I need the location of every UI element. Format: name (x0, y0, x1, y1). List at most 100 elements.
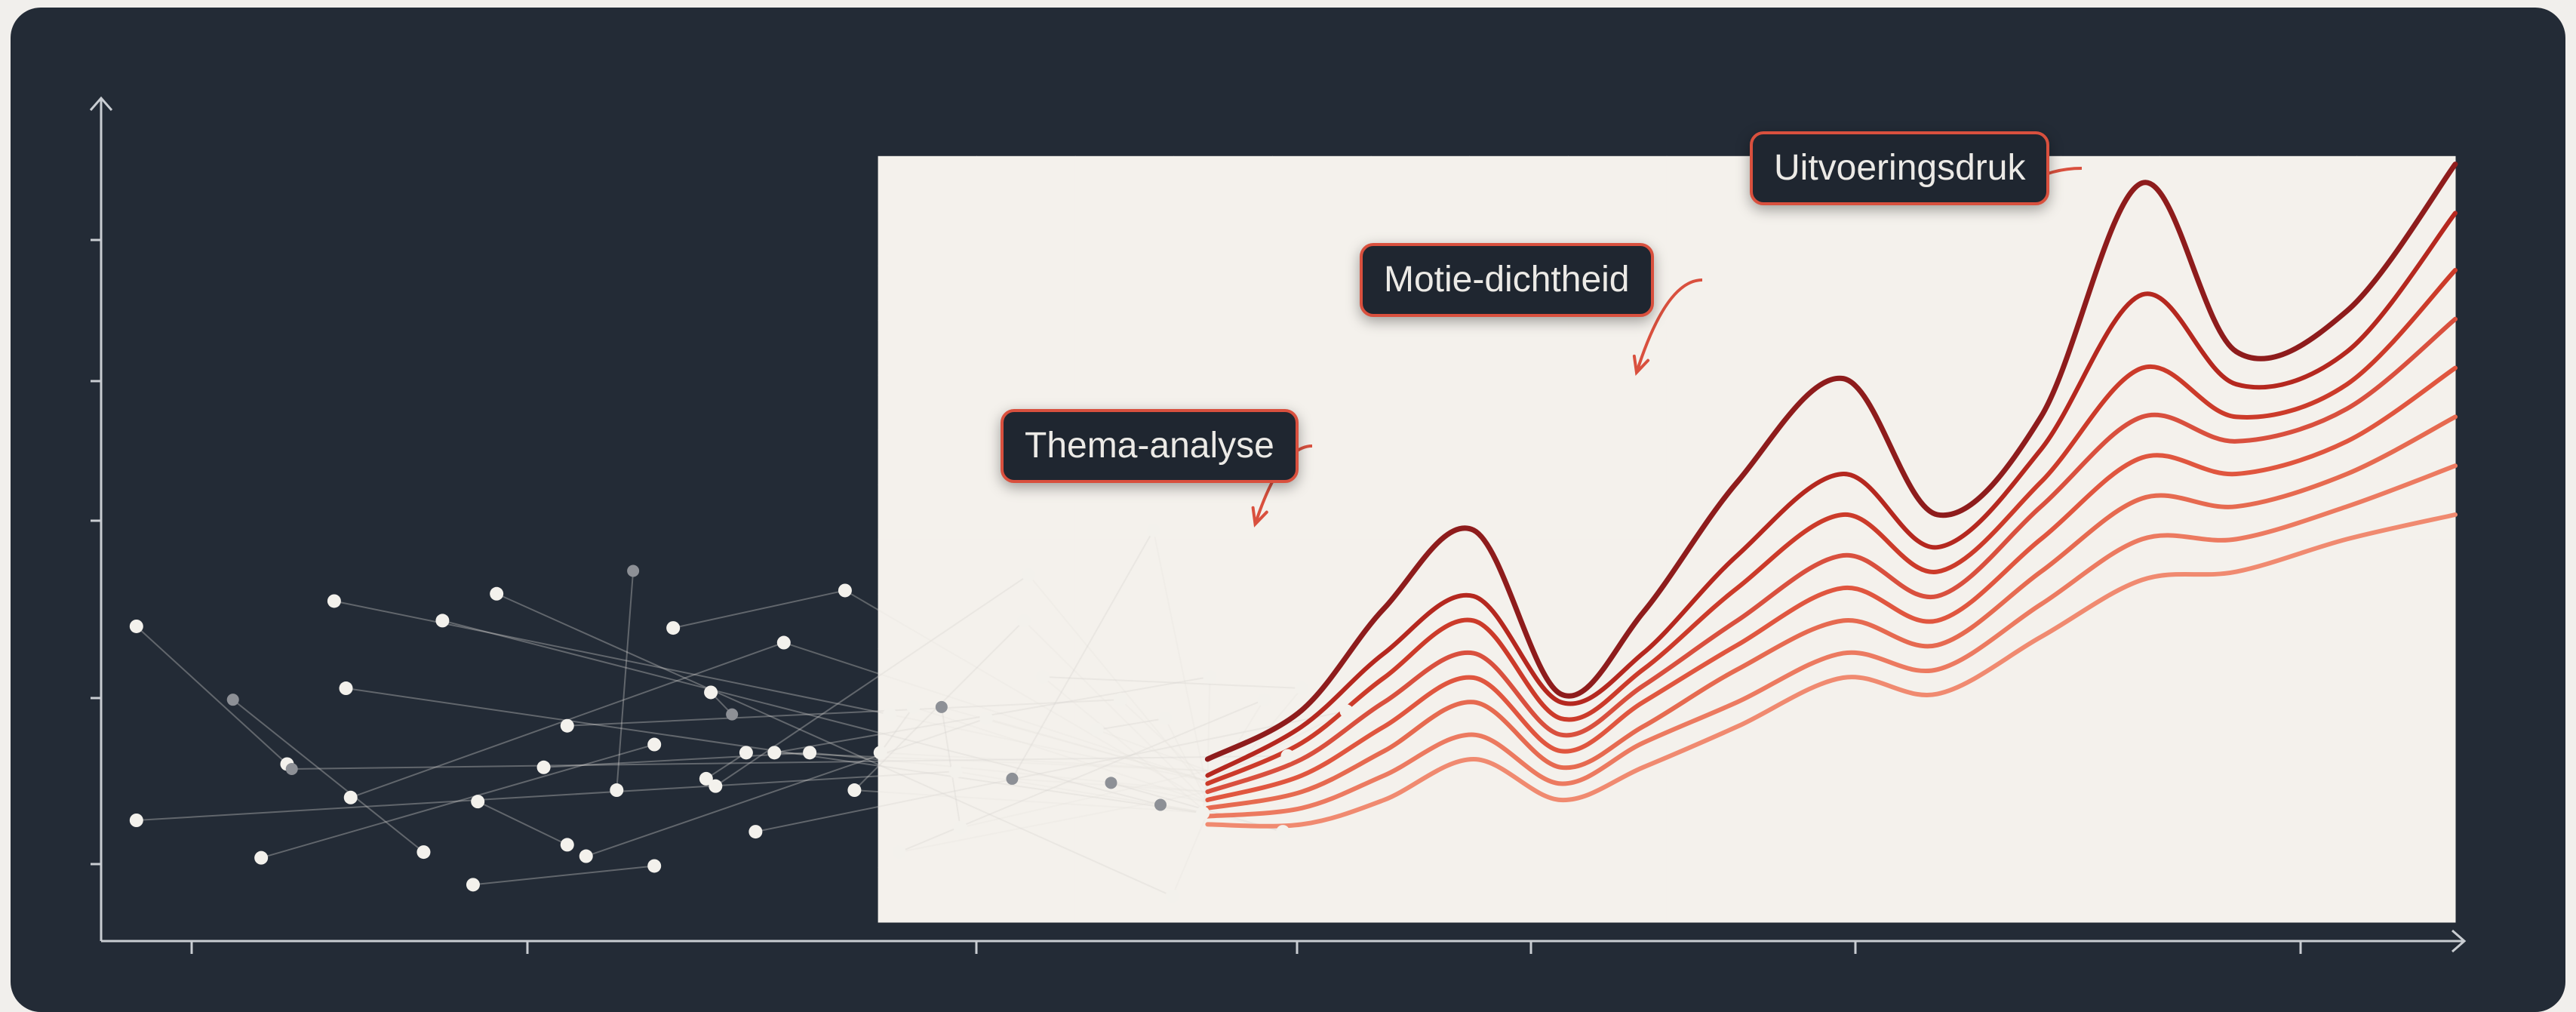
y-axis-arrow (89, 96, 113, 111)
scatter-link (810, 752, 1208, 793)
heatmap-cell (1074, 320, 1175, 376)
scatter-point (1036, 669, 1050, 684)
scatter-point (767, 746, 782, 760)
scatter-layer (129, 523, 1354, 903)
heatmap-cell (1272, 155, 1372, 211)
heatmap-cell (1370, 812, 1470, 868)
scatter-point (466, 878, 480, 892)
series-line (1205, 365, 2458, 802)
heatmap-cell (1765, 812, 1864, 868)
heatmap-cell (1469, 429, 1569, 485)
scatter-point (560, 838, 574, 852)
heatmap-cell (1765, 703, 1864, 758)
scatter-point (129, 619, 143, 633)
scatter-link (232, 699, 425, 853)
heatmap-cell (1272, 265, 1372, 321)
heatmap-cell (1074, 867, 1175, 923)
series-line (1205, 316, 2458, 795)
scatter-point (343, 790, 358, 804)
series-line (1205, 512, 2458, 829)
heatmap-cell (2159, 703, 2259, 758)
scatter-link (496, 592, 1173, 897)
scatter-link (913, 706, 1208, 804)
scatter-link (477, 801, 568, 846)
heatmap-cell (1173, 265, 1273, 321)
heatmap-cell (2356, 648, 2456, 704)
scatter-point (129, 814, 143, 827)
heatmap-cell (1962, 703, 2061, 758)
heatmap-cell (1272, 484, 1372, 540)
heatmap-cell (1370, 320, 1470, 376)
scatter-link (1152, 530, 1209, 792)
heatmap-cell (2061, 593, 2160, 649)
scatter-link (472, 865, 655, 886)
annotation-arrowhead (1251, 506, 1268, 528)
heatmap-cell (1272, 320, 1372, 376)
scatter-point (699, 771, 713, 786)
heatmap-cell (976, 703, 1076, 758)
heatmap-cell (1666, 374, 1766, 430)
heatmap-cell (1568, 758, 1668, 814)
scatter-point (435, 614, 450, 628)
heatmap-cell (1469, 539, 1569, 595)
heatmap-cell (1962, 758, 2061, 814)
scatter-link (1096, 718, 1166, 731)
heatmap-cell (2258, 812, 2357, 868)
series-line (1205, 211, 2458, 778)
series-line (1205, 268, 2458, 786)
heatmap-cell (1568, 539, 1668, 595)
scatter-link (567, 699, 1121, 727)
scatter-link (1111, 782, 1283, 833)
heatmap-cell (878, 211, 977, 266)
scatter-point (647, 859, 662, 873)
scatter-point (666, 621, 681, 635)
heatmap-cell (1074, 155, 1175, 211)
scatter-point (739, 746, 753, 760)
heatmap-cell (1469, 812, 1569, 868)
heatmap-cell (1074, 539, 1175, 595)
scatter-point (536, 760, 551, 774)
scatter-point (1257, 693, 1271, 707)
scatter-point (1280, 749, 1295, 763)
scatter-point (579, 849, 593, 863)
heatmap-cell (2061, 703, 2160, 758)
heatmap-cell (2159, 539, 2259, 595)
heatmap-cell (1074, 593, 1175, 649)
annotation-label: Uitvoeringsdruk (1750, 131, 2050, 205)
heatmap-cell (2159, 155, 2259, 211)
heatmap-cell (2356, 429, 2456, 485)
scatter-link (854, 789, 1208, 814)
heatmap-cell (1864, 703, 1963, 758)
scatter-point (471, 795, 485, 809)
scatter-point (803, 746, 817, 760)
heatmap-cell (2061, 539, 2160, 595)
series-line (1205, 414, 2458, 811)
scatter-point (417, 845, 431, 860)
annotation-label: Thema-analyse (1001, 409, 1299, 483)
heatmap-cell (1272, 867, 1372, 923)
heatmap-cell (976, 812, 1076, 868)
heatmap-cell (2258, 703, 2357, 758)
heatmap-cell (2258, 758, 2357, 814)
heatmap-cell (1469, 320, 1569, 376)
heatmap-cell (2061, 758, 2160, 814)
series-line (1204, 161, 2458, 762)
heatmap-cell (976, 539, 1076, 595)
heatmap-cell (976, 265, 1076, 321)
scatter-link (705, 752, 747, 780)
scatter-point (226, 694, 239, 706)
heatmap-cell (2356, 265, 2456, 321)
heatmap-cell (1765, 211, 1864, 266)
heatmap-cell (1173, 593, 1273, 649)
heatmap-cell (1765, 758, 1864, 814)
scatter-link (136, 626, 288, 765)
scatter-point (776, 635, 791, 650)
heatmap-cell (1173, 155, 1273, 211)
scatter-point (1090, 723, 1104, 737)
scatter-link (844, 589, 1208, 804)
heatmap-cell (1173, 648, 1273, 704)
heatmap-cell (1568, 812, 1668, 868)
heatmap-cell (1962, 374, 2061, 430)
scatter-link (672, 589, 846, 629)
heatmap-cell (1666, 539, 1766, 595)
